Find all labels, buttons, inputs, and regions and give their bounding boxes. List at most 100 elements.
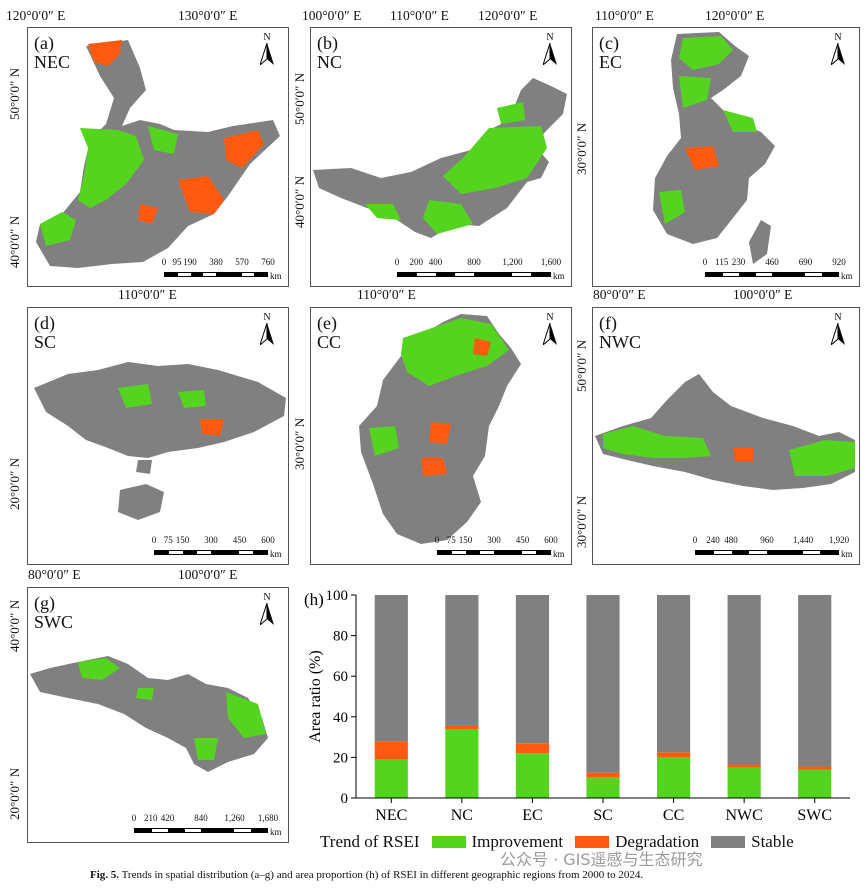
scale-bar: 0 75 150 300 450 600 km: [434, 535, 567, 559]
ec-region-map: [653, 32, 775, 264]
x-tick-label: CC: [663, 807, 684, 824]
scale-bar-segments: [397, 272, 551, 277]
north-arrow-icon: N: [827, 32, 849, 65]
panel-a-lon-label: 120°0′0″ E: [6, 8, 66, 23]
nc-region-map: [313, 78, 567, 238]
bar-nc-degradation: [445, 725, 479, 729]
scale-unit: km: [553, 271, 565, 281]
scale-tick-label: 450: [515, 535, 530, 545]
scale-tick-label: 75: [446, 535, 456, 545]
panel-f-lat-label: 30°0′0″ N: [574, 495, 589, 548]
panel-a-lon-label: 130°0′0″ E: [178, 8, 238, 23]
legend-swatch-degradation: [575, 836, 610, 848]
bar-swc-degradation: [798, 766, 832, 770]
scale-tick-label: 210: [144, 813, 158, 823]
panel-f-label: (f) NWC: [599, 313, 641, 352]
bar-nwc-degradation: [727, 764, 761, 768]
scale-tick-label: 0: [161, 257, 167, 267]
scale-bar-segments: [705, 272, 839, 277]
scale-tick-label: 450: [232, 535, 247, 545]
scale-tick-label: 95: [172, 257, 182, 267]
watermark-text: 公众号 · GIS遥感与生态研究: [500, 850, 703, 869]
chart-panel-label: (h): [304, 590, 324, 609]
scale-tick-label: 115: [715, 257, 729, 267]
figure-caption: Fig. 5. Trends in spatial distribution (…: [90, 869, 643, 881]
bar-cc-degradation: [656, 752, 691, 758]
scale-tick-label: 300: [204, 535, 218, 545]
bar-nc-improvement: [445, 728, 479, 798]
scale-bar: 0 210 420 840 1,260 1,680 km: [132, 813, 284, 837]
legend-swatch-stable: [711, 836, 746, 848]
bar-nwc-stable: [727, 595, 761, 765]
caption-label: Fig. 5.: [90, 869, 120, 881]
map-panel-nec: (a) NEC N 0 95 190 380 570 760 km: [27, 27, 289, 287]
x-tick-label: EC: [522, 807, 542, 824]
map-panel-sc: (d) SC N 0 75 150 300 450 600 km: [27, 307, 289, 565]
y-tick-label: 40: [333, 710, 348, 726]
panel-f-lat-label: 50°0′0″ N: [574, 339, 589, 392]
y-axis-label: Area ratio (%): [307, 650, 324, 742]
scale-tick-label: 460: [765, 257, 779, 267]
scale-tick-label: 840: [194, 813, 208, 823]
x-tick-label: NWC: [725, 807, 762, 824]
map-panel-cc: (e) CC N 0 75 150 300 450 600 km: [310, 307, 572, 565]
scale-unit: km: [270, 549, 282, 559]
panel-g-label: (g) SWC: [34, 593, 74, 632]
scale-tick-label: 420: [160, 813, 175, 823]
scale-bar: 0 95 190 380 570 760 km: [161, 257, 284, 281]
north-arrow-icon: N: [256, 312, 278, 345]
bar-cc-stable: [656, 595, 691, 753]
panel-b-lon-label: 120°0′0″ E: [478, 8, 538, 23]
y-tick-label: 20: [333, 750, 348, 766]
scale-tick-label: 600: [544, 535, 558, 545]
scale-bar-segments: [134, 828, 268, 833]
panel-d-lon-label: 110°0′0″ E: [118, 287, 177, 302]
scale-bar-segments: [437, 550, 551, 555]
scale-bar: 0 200 400 800 1,200 1,600 km: [394, 257, 567, 281]
panel-d-lat-label: 20°0′0″ N: [7, 457, 22, 510]
panel-f-lon-label: 100°0′0″ E: [733, 287, 793, 302]
legend-item-improvement: Improvement: [471, 832, 564, 851]
panel-g-lat-label: 20°0′0″ N: [7, 767, 22, 820]
scale-tick-label: 800: [467, 257, 481, 267]
panel-e-label: (e) CC: [317, 313, 342, 352]
scale-tick-label: 380: [209, 257, 223, 267]
map-panel-nwc: (f) NWC N 0 240 480 960 1,440 1,920 km: [592, 307, 860, 565]
sc-region-map: [34, 362, 286, 520]
scale-tick-label: 0: [394, 257, 400, 267]
panel-a-lat-label: 40°0′0″ N: [7, 215, 22, 268]
x-tick-label: NEC: [375, 807, 407, 824]
map-panel-swc: (g) SWC N 0 210 420 840 1,260 1,680 km: [27, 587, 289, 843]
scale-tick-label: 960: [760, 535, 774, 545]
x-tick-label: NC: [451, 807, 473, 824]
scale-tick-label: 0: [702, 257, 708, 267]
legend-item-degradation: Degradation: [615, 832, 700, 851]
scale-tick-label: 75: [163, 535, 173, 545]
scale-tick-label: 0: [434, 535, 440, 545]
scale-unit: km: [553, 549, 565, 559]
scale-tick-label: 0: [692, 535, 698, 545]
panel-b-lon-label: 110°0′0″ E: [390, 8, 449, 23]
scale-tick-label: 690: [798, 257, 813, 267]
map-panel-nc: (b) NC N 0 200 400 800 1,200 1,600 km: [310, 27, 572, 287]
scale-tick-label: 920: [832, 257, 846, 267]
scale-unit: km: [841, 549, 853, 559]
nwc-region-map: [595, 374, 855, 490]
scale-tick-label: 200: [409, 257, 424, 267]
scale-tick-label: 1,600: [540, 257, 562, 267]
panel-f-lon-label: 80°0′0″ E: [593, 287, 646, 302]
bar-swc-improvement: [798, 769, 832, 798]
scale-tick-label: 760: [261, 257, 275, 267]
bar-swc-stable: [798, 595, 832, 767]
y-tick-label: 100: [326, 588, 349, 604]
scale-tick-label: 0: [151, 535, 157, 545]
chart-legend: Trend of RSEI Improvement Degradation St…: [320, 832, 794, 852]
scale-tick-label: 480: [724, 535, 738, 545]
swc-region-map: [30, 656, 268, 772]
scale-tick-label: 150: [175, 535, 190, 545]
x-tick-label: SC: [593, 807, 613, 824]
y-tick-label: 60: [333, 669, 348, 685]
panel-g-lon-label: 100°0′0″ E: [178, 567, 238, 582]
bar-cc-improvement: [656, 757, 691, 798]
north-arrow-icon: N: [827, 312, 849, 345]
